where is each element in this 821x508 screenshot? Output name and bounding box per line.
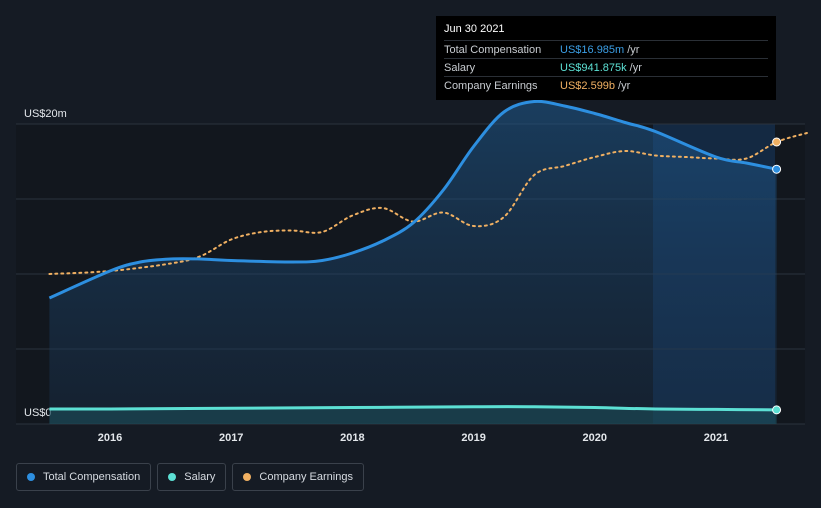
legend-dot-icon	[243, 473, 252, 481]
y-tick-label: US$0	[24, 407, 52, 419]
x-tick-label: 2017	[219, 432, 243, 444]
total-compensation-area	[49, 101, 777, 424]
tooltip-unit: /yr	[618, 79, 631, 92]
legend-label: Company Earnings	[259, 471, 353, 483]
salary-marker	[772, 405, 782, 415]
salary-line	[49, 405, 777, 412]
tooltip-row-total: Total Compensation US$16.985m /yr	[444, 40, 768, 58]
tooltip-unit: /yr	[627, 43, 640, 56]
legend: Total Compensation Salary Company Earnin…	[16, 463, 364, 491]
total-compensation-marker	[772, 164, 782, 174]
tooltip: Jun 30 2021 Total Compensation US$16.985…	[436, 16, 776, 100]
total-compensation-line	[48, 99, 777, 300]
tooltip-row-earnings: Company Earnings US$2.599b /yr	[444, 76, 768, 94]
tooltip-value: US$2.599b	[560, 79, 616, 92]
tooltip-row-salary: Salary US$941.875k /yr	[444, 58, 768, 76]
x-tick-label: 2018	[340, 432, 364, 444]
x-tick-label: 2020	[583, 432, 607, 444]
company-earnings-line	[48, 132, 808, 275]
x-tick-label: 2019	[461, 432, 485, 444]
tooltip-label: Total Compensation	[444, 43, 542, 56]
legend-dot-icon	[168, 473, 177, 481]
tooltip-value: US$941.875k	[560, 61, 627, 74]
salary-area	[49, 406, 777, 424]
legend-label: Salary	[184, 471, 216, 483]
tooltip-label: Company Earnings	[444, 79, 538, 92]
company-earnings-marker	[772, 137, 782, 147]
y-tick-label: US$20m	[24, 108, 67, 120]
tooltip-date: Jun 30 2021	[444, 23, 505, 35]
tooltip-value: US$16.985m	[560, 43, 625, 56]
tooltip-unit: /yr	[629, 61, 642, 74]
x-tick-label: 2016	[98, 432, 122, 444]
legend-item-total-compensation[interactable]: Total Compensation	[16, 463, 152, 491]
x-tick-label: 2021	[704, 432, 728, 444]
legend-item-salary[interactable]: Salary	[157, 463, 227, 491]
legend-label: Total Compensation	[43, 471, 141, 483]
legend-dot-icon	[27, 473, 35, 481]
legend-item-company-earnings[interactable]: Company Earnings	[232, 463, 364, 491]
tooltip-label: Salary	[444, 61, 476, 74]
